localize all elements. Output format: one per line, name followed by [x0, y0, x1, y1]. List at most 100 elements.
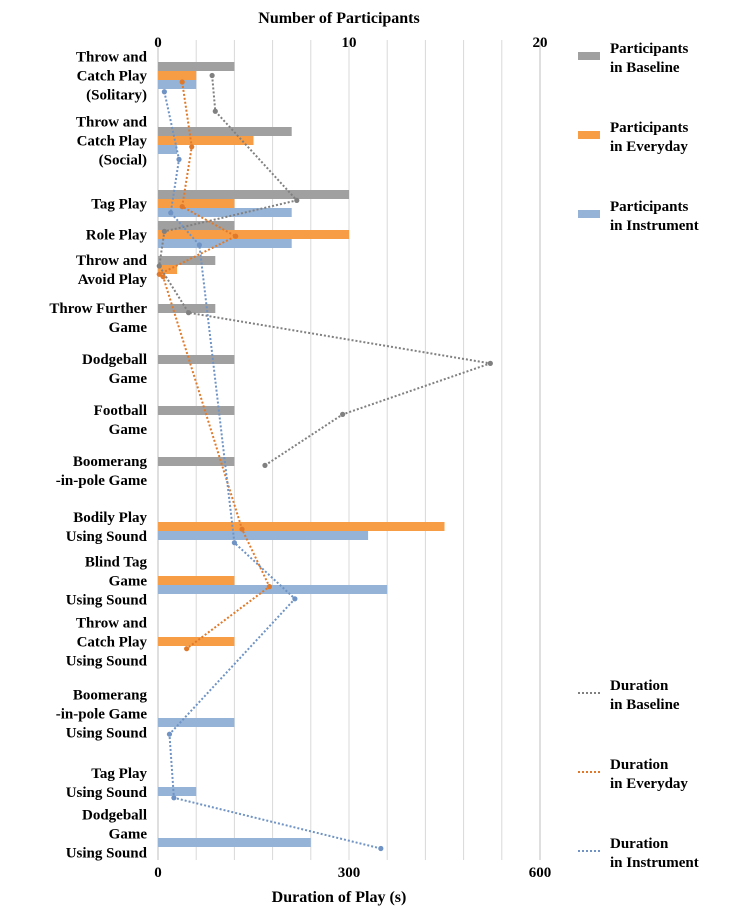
duration-line [157, 81, 271, 650]
duration-point [156, 263, 162, 269]
category-label: Game [109, 827, 148, 843]
duration-point [292, 596, 298, 602]
category-label: Game [109, 320, 148, 336]
legend-label: Participants [610, 120, 688, 136]
category-label: Using Sound [66, 846, 148, 862]
category-label: Catch Play [77, 134, 148, 150]
bar [158, 221, 235, 230]
legend-label: Participants [610, 199, 688, 215]
legend-label: Participants [610, 41, 688, 57]
category-label: Bodily Play [73, 510, 147, 526]
category-label: Using Sound [66, 785, 148, 801]
bar [158, 787, 197, 796]
category-label: Avoid Play [78, 272, 148, 288]
category-label: Boomerang [73, 688, 148, 704]
duration-point [160, 274, 166, 280]
category-label: Using Sound [66, 529, 148, 545]
legend-swatch [578, 52, 600, 60]
bar [158, 585, 388, 594]
top-tick-label: 10 [342, 35, 357, 51]
category-label: Game [109, 422, 148, 438]
bar [158, 136, 254, 145]
category-label: Using Sound [66, 726, 148, 742]
category-label: Throw and [76, 253, 148, 269]
category-label: (Solitary) [86, 88, 147, 104]
duration-point [166, 731, 173, 737]
legend-label: in Instrument [610, 218, 699, 234]
duration-point [378, 845, 384, 852]
bar [158, 457, 235, 466]
duration-point [239, 526, 245, 532]
duration-point [171, 795, 177, 801]
duration-line [158, 75, 491, 467]
bar [158, 531, 369, 540]
duration-point [161, 228, 167, 234]
category-label: Role Play [86, 228, 148, 244]
bottom-tick-label: 300 [338, 865, 361, 881]
duration-point [209, 72, 215, 79]
category-label: Tag Play [91, 766, 147, 782]
category-label: Throw and [76, 616, 148, 632]
category-label: Throw Further [49, 301, 147, 317]
legend-swatch [578, 131, 600, 139]
category-label: Using Sound [66, 593, 148, 609]
bar [158, 199, 235, 208]
duration-point [184, 646, 190, 652]
bar [158, 304, 216, 313]
category-label: Dodgeball [82, 808, 147, 824]
bar [158, 838, 311, 847]
legend-label: in Baseline [610, 60, 680, 76]
category-label: Using Sound [66, 654, 148, 670]
category-label: Game [109, 574, 148, 590]
legend-label: in Everyday [610, 776, 688, 792]
category-label: Football [94, 403, 147, 419]
legend-label: Duration [610, 678, 669, 694]
duration-point [179, 204, 185, 210]
bar [158, 190, 349, 199]
category-label: Boomerang [73, 454, 148, 470]
legend-label: in Baseline [610, 697, 680, 713]
duration-point [262, 462, 268, 468]
legend-label: Duration [610, 836, 669, 852]
duration-point [231, 540, 237, 546]
category-label: (Social) [99, 153, 147, 169]
duration-point [185, 310, 192, 316]
top-axis-title: Number of Participants [258, 10, 419, 27]
duration-point [168, 210, 174, 216]
bar [158, 239, 292, 248]
bar [158, 718, 235, 727]
category-label: Catch Play [77, 635, 148, 651]
category-label: -in-pole Game [56, 707, 148, 723]
category-label: Throw and [76, 50, 148, 66]
bar [158, 71, 197, 80]
bar [158, 62, 235, 71]
bar [158, 265, 178, 274]
duration-point [179, 79, 185, 85]
category-label: -in-pole Game [56, 473, 148, 489]
bar [158, 355, 235, 364]
duration-point [176, 156, 182, 162]
duration-point [266, 584, 273, 590]
bar [158, 80, 197, 89]
legend-label: in Instrument [610, 855, 699, 871]
duration-point [189, 144, 195, 150]
duration-point [196, 242, 202, 248]
duration-point [212, 108, 218, 114]
duration-point [161, 89, 167, 95]
category-label: Dodgeball [82, 352, 147, 368]
duration-point [233, 233, 239, 239]
category-label: Blind Tag [85, 555, 148, 571]
bar [158, 145, 178, 154]
bar [158, 576, 235, 585]
legend-label: Duration [610, 757, 669, 773]
duration-point [487, 360, 493, 366]
category-label: Game [109, 371, 148, 387]
legend-swatch [578, 210, 600, 218]
category-label: Tag Play [91, 197, 147, 213]
duration-point [340, 411, 346, 417]
category-label: Throw and [76, 115, 148, 131]
top-tick-label: 0 [154, 35, 162, 51]
bar [158, 522, 445, 531]
bar [158, 230, 349, 239]
